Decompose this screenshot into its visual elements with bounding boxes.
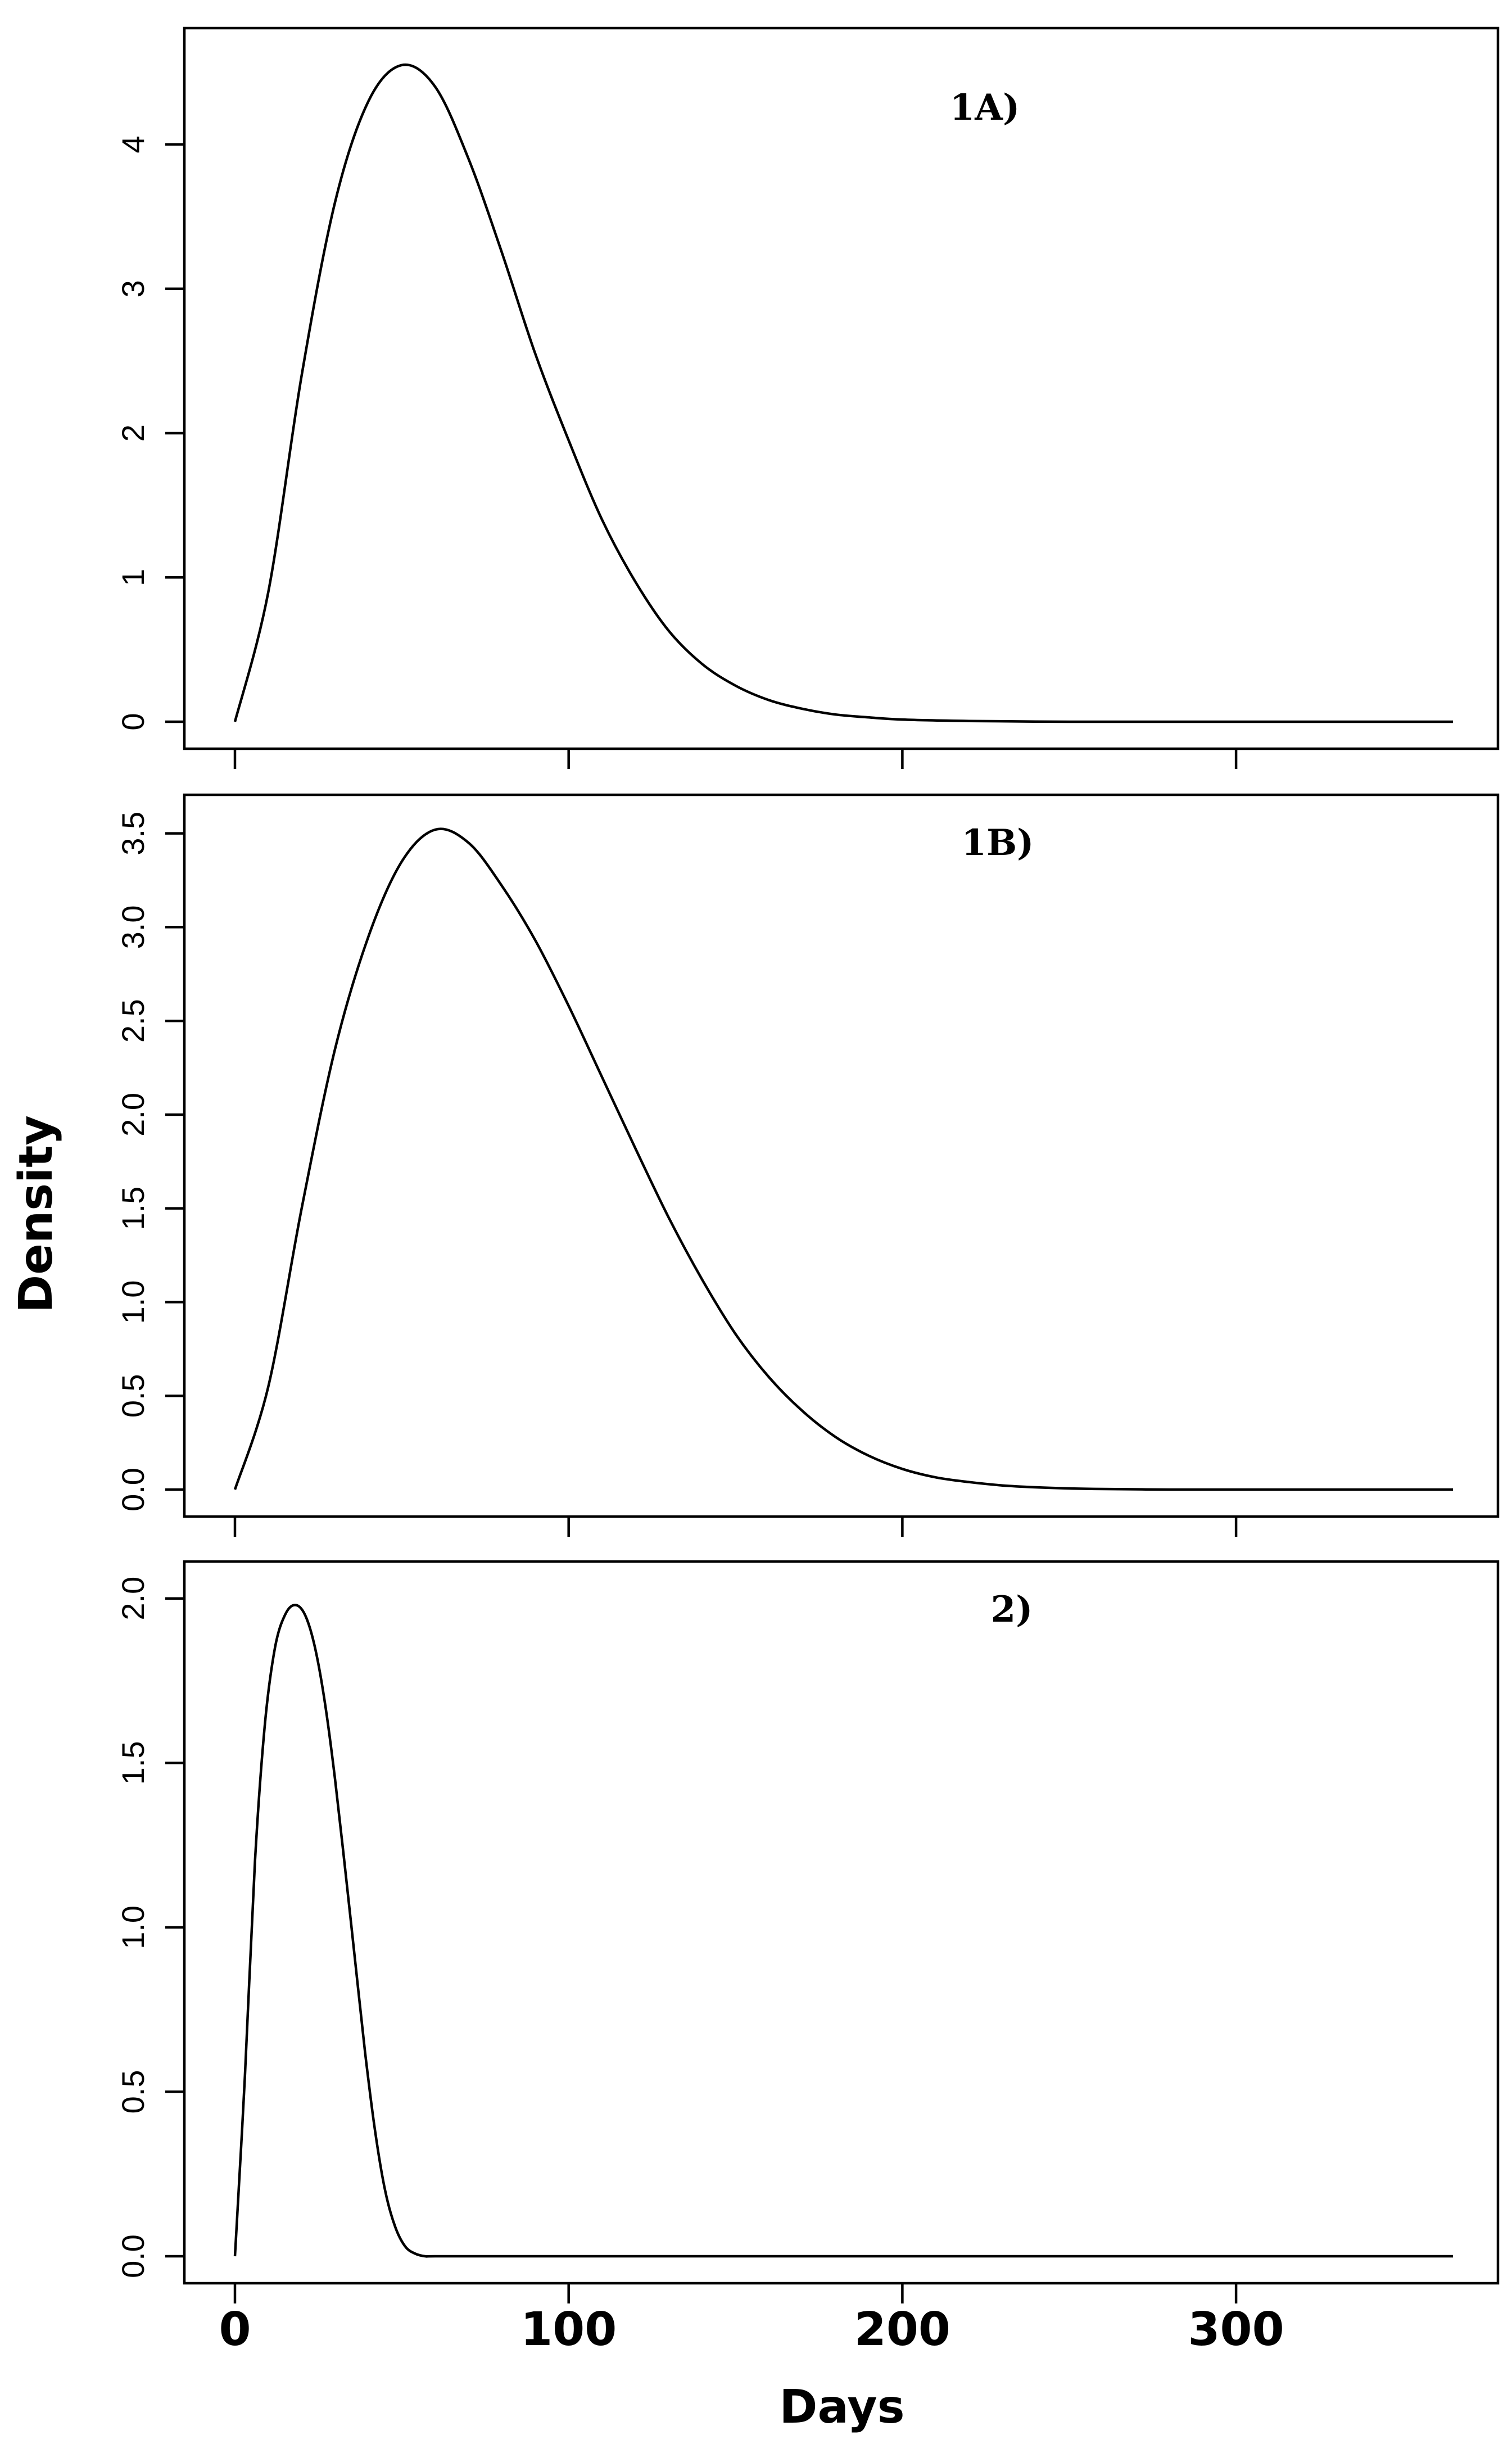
density-curve-3: [233, 1604, 1453, 2258]
y-tick-label: 1.0: [115, 1280, 151, 1324]
y-tick-label: 1.5: [115, 1187, 151, 1230]
panel-label: 1A): [950, 87, 1020, 129]
panel-1: 0 1 2 3 4 1A): [115, 26, 1500, 769]
y-tick-label: 0.0: [115, 2234, 151, 2278]
panel-label: 2): [991, 1588, 1033, 1631]
y-tick-label: 0: [115, 713, 151, 730]
y-tick-label: 3.5: [115, 812, 151, 856]
y-tick-label: 1.5: [115, 1741, 151, 1785]
panel-label: 1B): [962, 822, 1034, 864]
y-tick-label: 0.5: [115, 2070, 151, 2113]
y-tick-label: 2.0: [115, 1577, 151, 1621]
x-tick-label: 100: [520, 2303, 617, 2356]
panel-frame: [183, 26, 1500, 750]
y-tick-label: 3: [115, 280, 151, 297]
y-tick-label: 0.5: [115, 1374, 151, 1418]
y-tick-label: 0.0: [115, 1468, 151, 1511]
x-tick-label: 0: [219, 2303, 251, 2356]
y-tick-label: 3.0: [115, 906, 151, 949]
panel-frame: [183, 793, 1500, 1518]
y-tick-label: 1.0: [115, 1906, 151, 1949]
y-tick-label: 2.5: [115, 999, 151, 1043]
x-axis: 0 100 200 300: [219, 2303, 1284, 2356]
density-curve-1: [233, 63, 1453, 723]
panel-3: 0.0 0.5 1.0 1.5 2.0 2): [115, 1560, 1500, 2303]
x-tick-label: 200: [854, 2303, 950, 2356]
y-axis-title: Density: [10, 1115, 63, 1313]
y-tick-label: 1: [115, 569, 151, 586]
panel-2: 0.0 0.5 1.0 1.5 2.0 2.5 3.0 3.5 1B): [115, 793, 1500, 1537]
y-tick-label: 4: [115, 135, 151, 153]
x-axis-title: Days: [779, 2380, 904, 2434]
y-tick-label: 2: [115, 424, 151, 442]
panel-frame: [183, 1560, 1500, 2285]
y-tick-label: 2.0: [115, 1093, 151, 1137]
density-curve-2: [233, 827, 1453, 1491]
x-tick-label: 300: [1188, 2303, 1284, 2356]
